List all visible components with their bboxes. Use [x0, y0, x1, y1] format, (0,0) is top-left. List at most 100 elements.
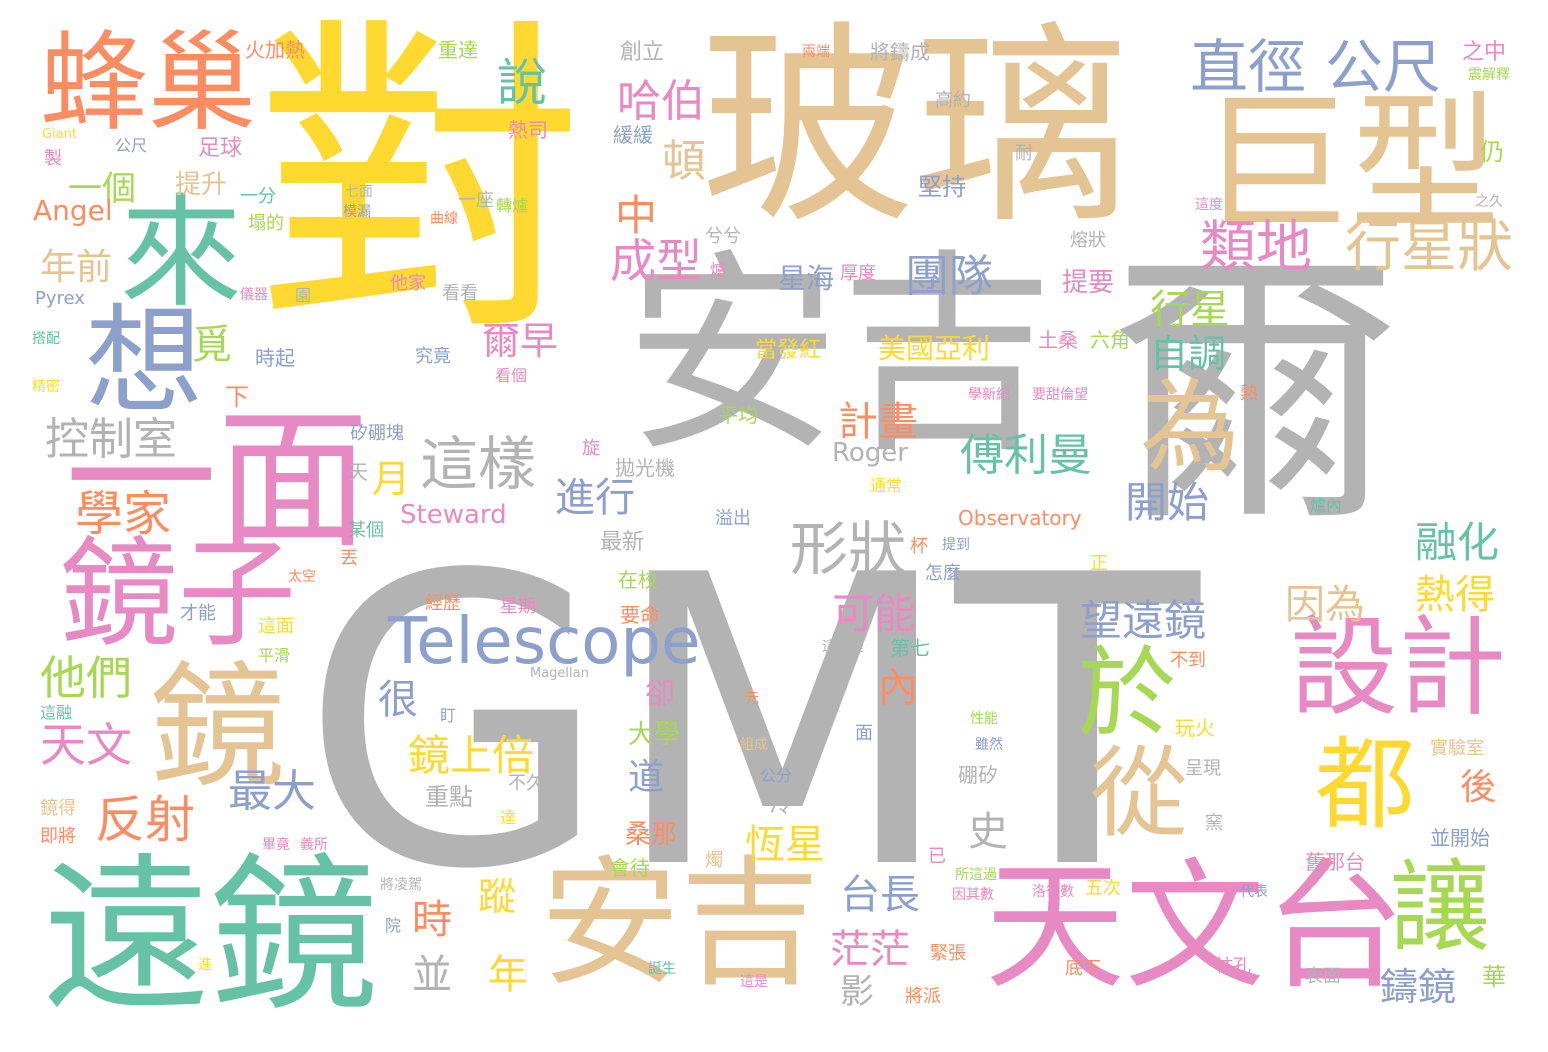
word: 熔狀	[1070, 230, 1106, 251]
word: 一面	[65, 392, 369, 569]
word: 創立	[620, 40, 665, 65]
word: 天	[348, 460, 368, 484]
word: 震解釋	[1468, 67, 1510, 83]
word: 究竟	[415, 346, 451, 367]
word: 在校	[618, 568, 658, 592]
word: 將凌駕	[380, 877, 422, 893]
word: 提升	[175, 170, 228, 200]
word: 燭	[705, 850, 723, 871]
word: 星期	[500, 596, 536, 617]
word: 一個	[68, 169, 136, 209]
word: 成型	[610, 234, 702, 288]
word: 表面	[1305, 966, 1341, 987]
word: 月	[372, 457, 411, 501]
word: 形狀	[790, 515, 907, 583]
word: 中	[615, 191, 658, 240]
word: 很	[378, 677, 418, 723]
word: 舊那台	[1305, 850, 1365, 874]
word: 曲線	[430, 211, 458, 227]
word: 玻璃	[700, 2, 1130, 253]
word: 土桑	[1038, 328, 1078, 352]
word: 爐	[710, 260, 727, 279]
word: 院	[385, 916, 402, 935]
word: 茫茫	[830, 927, 910, 973]
word: 足球	[198, 136, 243, 161]
word: 洛後數	[1032, 884, 1074, 900]
word: 園	[295, 286, 312, 305]
word: 時起	[255, 346, 295, 370]
word: 這融	[40, 703, 73, 722]
word: 天文	[40, 718, 132, 772]
word: 設計	[1290, 606, 1507, 731]
word: 鏡上倍	[408, 731, 535, 780]
word: 代表	[1240, 884, 1268, 900]
word: 太空	[288, 569, 316, 585]
word: 進	[198, 957, 212, 973]
word: 傅利曼	[960, 430, 1092, 481]
word: 對	[255, 0, 585, 375]
word: 怎麼	[925, 563, 961, 584]
word: 覓	[192, 322, 232, 368]
word: 溢出	[715, 508, 751, 529]
word: 耐	[1015, 143, 1033, 164]
word: 大學	[628, 720, 681, 750]
word: 熱	[1240, 383, 1258, 404]
word: 控制室	[45, 414, 177, 465]
word: 卻	[645, 677, 675, 712]
word: 平均	[718, 403, 758, 427]
word: 重點	[425, 783, 473, 811]
word: 盯	[440, 706, 457, 725]
word: 丟	[340, 548, 358, 569]
word: 道	[628, 757, 665, 798]
word: 六角	[1090, 328, 1130, 352]
word: 從	[1090, 737, 1189, 851]
word: 團隊	[905, 251, 993, 302]
word: 爾	[1110, 224, 1400, 561]
word: 已	[928, 846, 946, 867]
word: 第七	[890, 636, 930, 660]
word: 於	[1078, 637, 1177, 751]
word: 熱得	[1415, 572, 1495, 618]
word: 華	[1482, 963, 1506, 991]
word: 搭配	[32, 331, 60, 347]
word: 望遠鏡	[1080, 596, 1207, 645]
word: 這過程	[822, 639, 864, 655]
word: 時	[412, 897, 452, 943]
word: 星海	[778, 262, 835, 295]
word: 通常	[870, 476, 903, 495]
word: 達	[500, 808, 517, 827]
word: 天文台	[985, 846, 1406, 1009]
word: 年	[488, 952, 528, 998]
word: 鏡	[150, 649, 285, 806]
word: 最新	[600, 530, 645, 555]
word: 雖然	[975, 737, 1003, 753]
word: 玩火	[1175, 716, 1215, 740]
word: 行星狀	[1345, 215, 1513, 280]
word: 看看	[442, 283, 478, 304]
word: 蹤	[478, 875, 517, 919]
word: 提到	[942, 537, 970, 553]
word: 桑那	[625, 820, 678, 850]
word: 自調	[1150, 332, 1227, 376]
word: Magellan	[530, 666, 589, 681]
word: 義所	[300, 837, 328, 853]
word: 不到	[1170, 650, 1206, 671]
word: 元	[745, 691, 759, 707]
word: 底下	[1065, 958, 1101, 979]
word: Steward	[400, 500, 507, 530]
word: 鏡得	[40, 798, 76, 819]
word: 學家	[75, 486, 172, 542]
word: 公分	[760, 766, 793, 785]
word: 他家	[390, 273, 426, 294]
word: 這是	[740, 974, 768, 990]
word: 鑄鏡	[1380, 965, 1457, 1009]
word: 安吉	[625, 230, 1055, 481]
word: 類地	[1200, 215, 1312, 280]
word: 誕生	[648, 961, 676, 977]
word: 要命	[620, 603, 660, 627]
word-gmt: GMT	[300, 492, 1200, 957]
word: 將鑄成	[870, 40, 930, 64]
word: 來	[120, 182, 242, 324]
word: 旋	[582, 438, 600, 459]
